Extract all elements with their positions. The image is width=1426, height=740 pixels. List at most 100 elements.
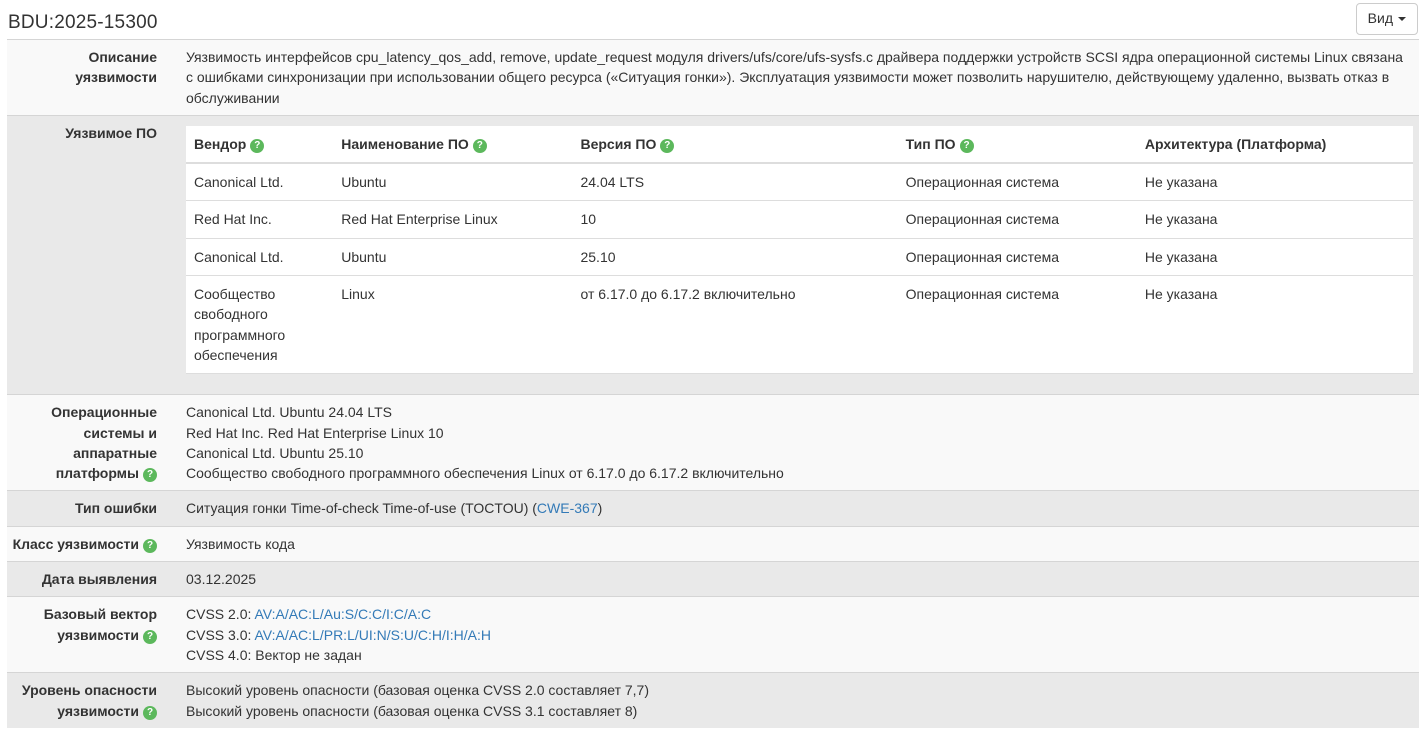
detection-date-label-text: Дата выявления bbox=[41, 571, 157, 588]
error-type-text: Ситуация гонки Time-of-check Time-of-use… bbox=[186, 500, 537, 517]
table-row: Сообщество свободного программного обесп… bbox=[186, 275, 1413, 374]
severity-line: Высокий уровень опасности (базовая оценк… bbox=[186, 702, 638, 719]
column-header-label: Архитектура (Платформа) bbox=[1144, 135, 1327, 152]
cvss-vector-list: CVSS 2.0: AV:A/AC:L/Au:S/C:C/I:C/A:C CVSS… bbox=[186, 604, 1413, 665]
cvss-line: CVSS 4.0: Вектор не задан bbox=[186, 645, 1413, 665]
error-type-label-text: Тип ошибки bbox=[74, 500, 157, 517]
table-cell: Не указана bbox=[1136, 275, 1413, 374]
column-header-label: Наименование ПО bbox=[341, 135, 469, 152]
caret-down-icon bbox=[1398, 17, 1406, 22]
error-type-label: Тип ошибки bbox=[7, 498, 157, 518]
view-button[interactable]: Вид bbox=[1355, 3, 1418, 35]
vulnerable-software-label-text: Уязвимое ПО bbox=[65, 124, 157, 141]
table-cell: Red Hat Inc. bbox=[186, 200, 334, 239]
table-header-row: Вендор? Наименование ПО? Версия ПО? Тип ПО?… bbox=[186, 125, 1413, 165]
os-platform-line: Red Hat Inc. Red Hat Enterprise Linux 10 bbox=[186, 424, 444, 441]
table-cell: Операционная система bbox=[897, 200, 1137, 239]
help-icon[interactable]: ? bbox=[660, 138, 675, 153]
section-severity: Уровень опасности уязвимости? Высокий ур… bbox=[7, 672, 1419, 728]
help-icon[interactable]: ? bbox=[472, 138, 487, 153]
cvss-line-text: Вектор не задан bbox=[255, 646, 362, 663]
vuln-class-value: Уязвимость кода bbox=[186, 535, 295, 552]
detection-date-label: Дата выявления bbox=[7, 569, 157, 589]
section-description: Описание уязвимости Уязвимость интерфейс… bbox=[7, 39, 1419, 115]
vuln-class-label: Класс уязвимости? bbox=[7, 534, 157, 554]
help-icon[interactable]: ? bbox=[959, 138, 974, 153]
table-cell: Операционная система bbox=[897, 275, 1137, 374]
table-cell: Операционная система bbox=[897, 162, 1137, 201]
column-header: Тип ПО? bbox=[897, 125, 1137, 165]
help-icon[interactable]: ? bbox=[143, 468, 157, 483]
table-cell: Не указана bbox=[1136, 162, 1413, 201]
vulnerable-software-content: Вендор? Наименование ПО? Версия ПО? Тип ПО?… bbox=[186, 123, 1413, 387]
cvss-line-prefix: CVSS 2.0: bbox=[186, 606, 255, 623]
section-os-platforms: Операционные системы и аппаратные платфо… bbox=[7, 394, 1419, 491]
table-cell: Сообщество свободного программного обесп… bbox=[186, 275, 334, 374]
table-row: Red Hat Inc. Red Hat Enterprise Linux 10 Оп… bbox=[186, 200, 1413, 239]
column-header: Версия ПО? bbox=[572, 125, 898, 165]
detection-date-value: 03.12.2025 bbox=[186, 571, 257, 588]
vulnerable-software-table: Вендор? Наименование ПО? Версия ПО? Тип ПО?… bbox=[186, 125, 1413, 375]
help-icon[interactable]: ? bbox=[250, 138, 265, 153]
table-cell: Не указана bbox=[1136, 237, 1413, 276]
help-icon[interactable]: ? bbox=[143, 705, 157, 720]
section-detection-date: Дата выявления 03.12.2025 bbox=[7, 561, 1419, 597]
column-header-label: Тип ПО bbox=[905, 135, 956, 152]
column-header: Архитектура (Платформа) bbox=[1136, 125, 1413, 165]
table-cell: Ubuntu bbox=[333, 162, 573, 201]
table-cell: Red Hat Enterprise Linux bbox=[333, 200, 573, 239]
section-error-type: Тип ошибки Ситуация гонки Time-of-check … bbox=[7, 490, 1419, 526]
cvss-vector-link[interactable]: AV:A/AC:L/Au:S/C:C/I:C/A:C bbox=[254, 606, 432, 623]
error-type-value: Ситуация гонки Time-of-check Time-of-use… bbox=[186, 498, 1413, 518]
severity-label: Уровень опасности уязвимости? bbox=[7, 680, 157, 721]
description-label-text: Описание уязвимости bbox=[75, 49, 157, 86]
cvss-line: CVSS 3.0: AV:A/AC:L/PR:L/UI:N/S:U/C:H/I:… bbox=[186, 625, 1413, 645]
cvss-vector-link[interactable]: AV:A/AC:L/PR:L/UI:N/S:U/C:H/I:H/A:H bbox=[254, 626, 491, 643]
description-text: Уязвимость интерфейсов cpu_latency_qos_a… bbox=[186, 49, 1403, 106]
description-label: Описание уязвимости bbox=[7, 47, 157, 108]
os-platform-line: Сообщество свободного программного обесп… bbox=[186, 465, 784, 482]
column-header: Наименование ПО? bbox=[333, 125, 573, 165]
severity-list: Высокий уровень опасности (базовая оценк… bbox=[186, 680, 1413, 721]
table-cell: Canonical Ltd. bbox=[186, 162, 334, 201]
severity-line: Высокий уровень опасности (базовая оценк… bbox=[186, 682, 649, 699]
help-icon[interactable]: ? bbox=[143, 538, 157, 553]
page-header: BDU:2025-15300 Вид bbox=[7, 0, 1419, 39]
section-vulnerable-software: Уязвимое ПО Вендор? Наименование ПО? Верси… bbox=[7, 114, 1419, 395]
table-cell: Linux bbox=[333, 275, 573, 374]
table-cell: от 6.17.0 до 6.17.2 включительно bbox=[572, 275, 898, 374]
page-title: BDU:2025-15300 bbox=[8, 12, 158, 33]
cvss-vector-label-text: Базовый вектор уязвимости bbox=[43, 606, 157, 643]
severity-label-text: Уровень опасности уязвимости bbox=[21, 682, 157, 719]
cwe-link[interactable]: CWE-367 bbox=[536, 500, 598, 517]
os-platform-line: Canonical Ltd. Ubuntu 25.10 bbox=[186, 444, 364, 461]
cvss-line-prefix: CVSS 4.0: bbox=[186, 646, 256, 663]
table-cell: 24.04 LTS bbox=[572, 162, 898, 201]
vulnerable-software-label: Уязвимое ПО bbox=[7, 123, 157, 387]
table-row: Canonical Ltd. Ubuntu 25.10 Операционная си… bbox=[186, 237, 1413, 276]
error-type-text-after: ) bbox=[597, 500, 603, 517]
column-header-label: Версия ПО bbox=[580, 135, 657, 152]
column-header-label: Вендор bbox=[194, 135, 247, 152]
os-platforms-list: Canonical Ltd. Ubuntu 24.04 LTS Red Hat I… bbox=[186, 402, 1413, 483]
cvss-line-prefix: CVSS 3.0: bbox=[186, 626, 255, 643]
cvss-vector-label: Базовый вектор уязвимости? bbox=[7, 604, 157, 665]
table-row: Canonical Ltd. Ubuntu 24.04 LTS Операционна… bbox=[186, 162, 1413, 201]
record-details: Описание уязвимости Уязвимость интерфейс… bbox=[7, 39, 1419, 728]
table-cell: 25.10 bbox=[572, 237, 898, 276]
table-cell: 10 bbox=[572, 200, 898, 239]
table-cell: Canonical Ltd. bbox=[186, 237, 334, 276]
table-body: Canonical Ltd. Ubuntu 24.04 LTS Операционна… bbox=[186, 162, 1413, 374]
table-cell: Операционная система bbox=[897, 237, 1137, 276]
view-button-label: Вид bbox=[1367, 10, 1393, 26]
os-platforms-label: Операционные системы и аппаратные платфо… bbox=[7, 402, 157, 483]
section-cvss-vector: Базовый вектор уязвимости? CVSS 2.0: AV:… bbox=[7, 596, 1419, 673]
column-header: Вендор? bbox=[186, 125, 334, 165]
os-platforms-label-text: Операционные системы и аппаратные платфо… bbox=[51, 404, 157, 482]
os-platform-line: Canonical Ltd. Ubuntu 24.04 LTS bbox=[186, 404, 392, 421]
table-cell: Не указана bbox=[1136, 200, 1413, 239]
help-icon[interactable]: ? bbox=[143, 629, 157, 644]
vuln-class-label-text: Класс уязвимости bbox=[12, 535, 139, 552]
cvss-line: CVSS 2.0: AV:A/AC:L/Au:S/C:C/I:C/A:C bbox=[186, 604, 1413, 624]
